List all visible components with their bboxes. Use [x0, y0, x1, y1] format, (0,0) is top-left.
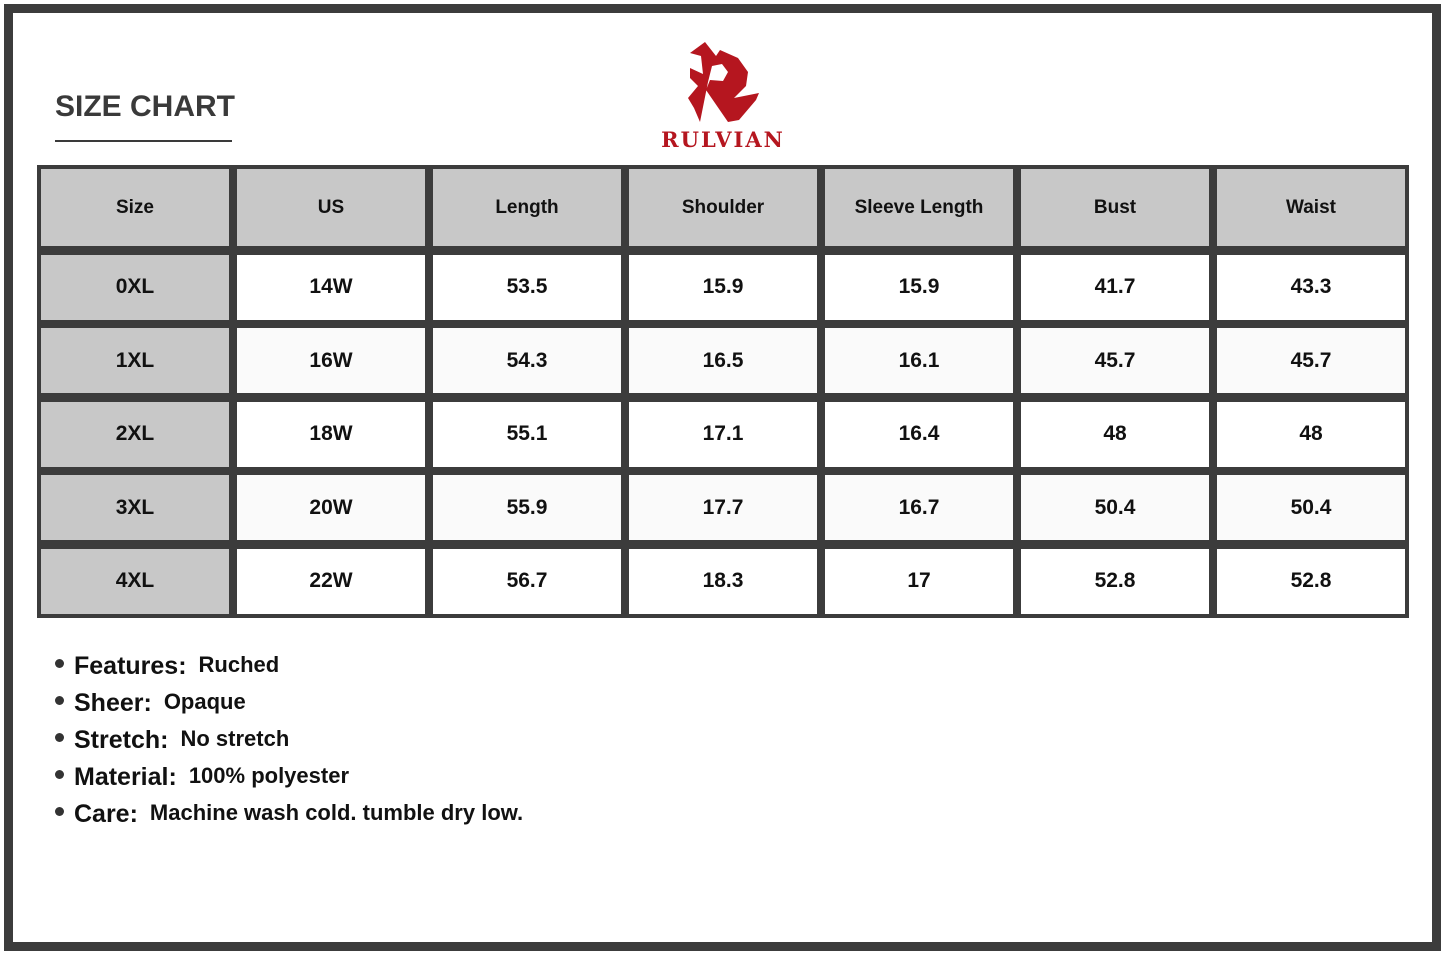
- table-cell: 16W: [237, 328, 425, 393]
- size-label-cell: 1XL: [41, 328, 229, 393]
- column-header: Shoulder: [629, 169, 817, 246]
- feature-label: Material:: [74, 763, 177, 791]
- brand-name: RULVIAN: [661, 127, 785, 152]
- table-cell: 48: [1217, 401, 1405, 467]
- table-cell: 15.9: [825, 254, 1013, 320]
- table-cell: 16.1: [825, 328, 1013, 393]
- feature-value: 100% polyester: [188, 762, 350, 788]
- table-cell: 18W: [237, 401, 425, 467]
- table-cell: 50.4: [1217, 475, 1405, 540]
- column-header: Sleeve Length: [825, 169, 1013, 246]
- feature-item: Features: Ruched: [55, 648, 523, 685]
- feature-label: Stretch:: [74, 726, 169, 754]
- feature-label: Features:: [74, 652, 187, 680]
- table-cell: 17: [825, 548, 1013, 614]
- table-cell: 14W: [237, 254, 425, 320]
- feature-value: Ruched: [198, 651, 280, 677]
- brand-logo-icon: [688, 42, 759, 122]
- table-cell: 50.4: [1021, 475, 1209, 540]
- table-cell: 16.4: [825, 401, 1013, 467]
- table-cell: 52.8: [1217, 548, 1405, 614]
- feature-label: Sheer:: [74, 689, 152, 717]
- feature-list: Features: Ruched Sheer: Opaque Stretch: No st…: [55, 648, 523, 833]
- size-label-cell: 0XL: [41, 254, 229, 320]
- table-cell: 17.7: [629, 475, 817, 540]
- table-cell: 55.9: [433, 475, 621, 540]
- table-cell: 55.1: [433, 401, 621, 467]
- feature-value: No stretch: [180, 725, 290, 751]
- table-cell: 15.9: [629, 254, 817, 320]
- column-header: Length: [433, 169, 621, 246]
- bullet-icon: [55, 659, 64, 668]
- column-header: US: [237, 169, 425, 246]
- bullet-icon: [55, 733, 64, 742]
- title-underline: [55, 140, 232, 142]
- table-cell: 56.7: [433, 548, 621, 614]
- bullet-icon: [55, 770, 64, 779]
- size-label-cell: 3XL: [41, 475, 229, 540]
- table-cell: 18.3: [629, 548, 817, 614]
- table-cell: 41.7: [1021, 254, 1209, 320]
- table-cell: 45.7: [1217, 328, 1405, 393]
- table-cell: 16.7: [825, 475, 1013, 540]
- column-header: Bust: [1021, 169, 1209, 246]
- column-header: Waist: [1217, 169, 1405, 246]
- size-label-cell: 2XL: [41, 401, 229, 467]
- feature-label: Care:: [74, 800, 138, 828]
- bullet-icon: [55, 696, 64, 705]
- table-cell: 22W: [237, 548, 425, 614]
- table-cell: 48: [1021, 401, 1209, 467]
- feature-item: Care: Machine wash cold. tumble dry low.: [55, 796, 523, 833]
- feature-item: Sheer: Opaque: [55, 685, 523, 722]
- feature-item: Stretch: No stretch: [55, 722, 523, 759]
- page-border: [4, 4, 1441, 951]
- table-cell: 43.3: [1217, 254, 1405, 320]
- feature-item: Material: 100% polyester: [55, 759, 523, 796]
- table-cell: 52.8: [1021, 548, 1209, 614]
- bullet-icon: [55, 807, 64, 816]
- table-cell: 45.7: [1021, 328, 1209, 393]
- size-label-cell: 4XL: [41, 548, 229, 614]
- table-cell: 20W: [237, 475, 425, 540]
- page-title: SIZE CHART: [55, 90, 235, 123]
- table-cell: 17.1: [629, 401, 817, 467]
- table-cell: 16.5: [629, 328, 817, 393]
- size-table: Size US Length Shoulder Sleeve Length Bust Wai…: [37, 165, 1409, 618]
- table-cell: 54.3: [433, 328, 621, 393]
- table-cell: 53.5: [433, 254, 621, 320]
- feature-value: Opaque: [163, 688, 246, 714]
- feature-value: Machine wash cold. tumble dry low.: [149, 799, 524, 825]
- column-header: Size: [41, 169, 229, 246]
